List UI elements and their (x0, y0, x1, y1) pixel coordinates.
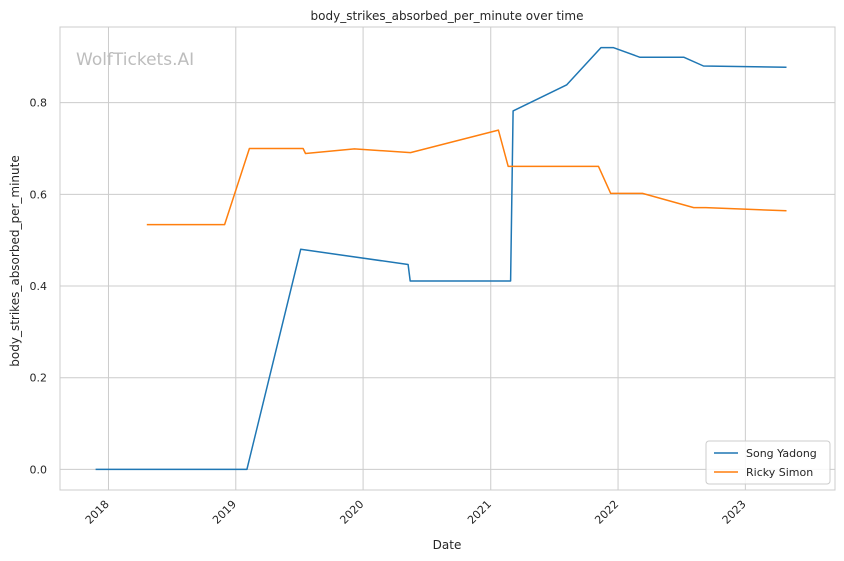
x-axis-title: Date (433, 538, 462, 552)
y-tick-label: 0.8 (30, 97, 48, 110)
legend-label-song-yadong: Song Yadong (746, 447, 817, 460)
legend-label-ricky-simon: Ricky Simon (746, 466, 813, 479)
y-tick-label: 0.0 (30, 463, 48, 476)
y-tick-label: 0.2 (30, 372, 48, 385)
y-axis-title: body_strikes_absorbed_per_minute (8, 155, 22, 366)
watermark: WolfTickets.AI (76, 50, 194, 70)
y-axis-ticks: 0.0 0.2 0.4 0.6 0.8 (30, 97, 48, 477)
legend-box (705, 440, 831, 485)
plot-frame (59, 26, 836, 491)
plot-area (60, 27, 835, 490)
y-tick-label: 0.6 (30, 188, 48, 201)
legend: Song Yadong Ricky Simon (705, 440, 831, 485)
series-layer (95, 46, 787, 471)
series-line-ricky-simon (146, 129, 787, 226)
series-line-song-yadong (95, 46, 787, 471)
y-tick-label: 0.4 (30, 280, 48, 293)
chart-title: body_strikes_absorbed_per_minute over ti… (311, 9, 584, 23)
